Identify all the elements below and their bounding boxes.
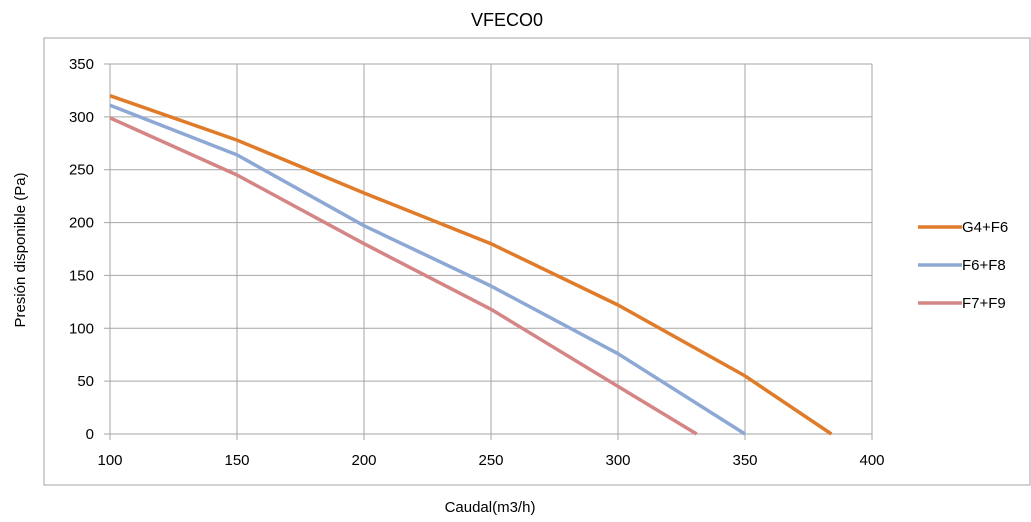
x-tick-label: 350 — [732, 452, 757, 469]
y-axis-title: Presión disponible (Pa) — [12, 172, 29, 327]
y-tick-label: 200 — [69, 215, 94, 232]
legend-label-3: F7+F9 — [962, 295, 1006, 312]
legend-label-1: G4+F6 — [962, 219, 1008, 236]
x-tick-label: 400 — [859, 452, 884, 469]
tick-layer: 0 50 100 150 200 250 300 350 100 150 200 250 300 350 4… — [69, 56, 885, 469]
y-tick-label: 100 — [69, 320, 94, 337]
y-tick-label: 150 — [69, 267, 94, 284]
y-tick-label: 350 — [69, 56, 94, 73]
y-tick-label: 250 — [69, 162, 94, 179]
y-tick-label: 50 — [77, 373, 94, 390]
legend: G4+F6 F6+F8 F7+F9 — [918, 219, 1008, 312]
x-tick-label: 250 — [478, 452, 503, 469]
chart-frame — [43, 37, 1031, 486]
x-tick-label: 100 — [97, 452, 122, 469]
x-axis-title: Caudal(m3/h) — [445, 499, 536, 516]
y-tick-label: 0 — [86, 426, 94, 443]
x-tick-label: 200 — [351, 452, 376, 469]
series-line-2 — [109, 103, 746, 436]
y-tick-label: 300 — [69, 109, 94, 126]
series-line-3 — [109, 116, 698, 436]
x-tick-label: 150 — [224, 452, 249, 469]
x-tick-label: 300 — [605, 452, 630, 469]
chart-title: VFECO0 — [471, 10, 543, 30]
legend-label-2: F6+F8 — [962, 257, 1006, 274]
series-line-1 — [109, 94, 833, 436]
series-layer — [109, 94, 833, 436]
